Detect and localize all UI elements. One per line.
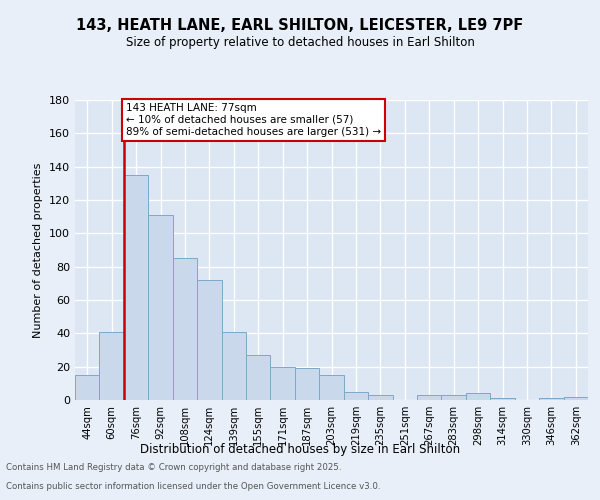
Bar [124,175,148,400]
Bar [417,395,442,400]
Bar [295,368,319,400]
Bar [344,392,368,400]
Bar [221,332,246,400]
Bar [319,375,344,400]
Y-axis label: Number of detached properties: Number of detached properties [34,162,43,338]
Bar [100,332,124,400]
Text: Size of property relative to detached houses in Earl Shilton: Size of property relative to detached ho… [125,36,475,49]
Bar [148,215,173,400]
Text: Distribution of detached houses by size in Earl Shilton: Distribution of detached houses by size … [140,442,460,456]
Bar [197,280,221,400]
Text: Contains public sector information licensed under the Open Government Licence v3: Contains public sector information licen… [6,482,380,491]
Text: Contains HM Land Registry data © Crown copyright and database right 2025.: Contains HM Land Registry data © Crown c… [6,464,341,472]
Bar [539,398,563,400]
Bar [442,395,466,400]
Bar [271,366,295,400]
Bar [563,396,588,400]
Bar [466,394,490,400]
Bar [246,355,271,400]
Text: 143 HEATH LANE: 77sqm
← 10% of detached houses are smaller (57)
89% of semi-deta: 143 HEATH LANE: 77sqm ← 10% of detached … [126,104,381,136]
Bar [75,375,100,400]
Bar [173,258,197,400]
Bar [368,395,392,400]
Text: 143, HEATH LANE, EARL SHILTON, LEICESTER, LE9 7PF: 143, HEATH LANE, EARL SHILTON, LEICESTER… [76,18,524,32]
Bar [490,398,515,400]
